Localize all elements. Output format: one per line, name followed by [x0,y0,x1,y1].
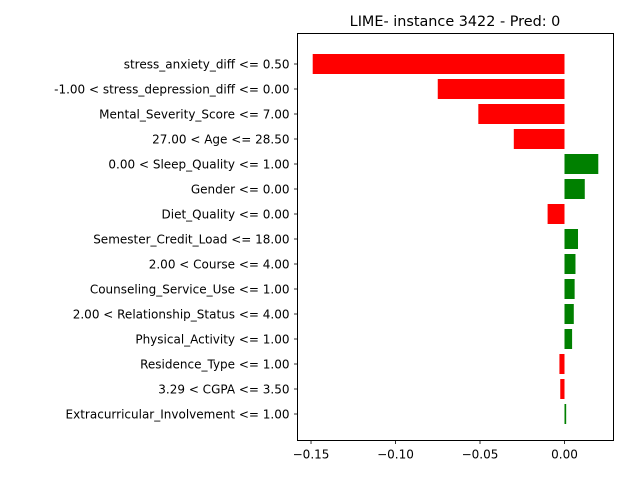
x-tick-label: −0.15 [293,448,330,462]
y-tick-label: Gender <= 0.00 [191,183,290,197]
y-tick-label: Diet_Quality <= 0.00 [162,208,290,222]
bar-4 [513,129,565,149]
y-tick-label: Semester_Credit_Load <= 18.00 [93,233,289,247]
x-tick-label: −0.10 [377,448,414,462]
bar-8 [564,229,579,249]
bar-3 [478,104,565,124]
y-tick-label: 27.00 < Age <= 28.50 [152,133,289,147]
y-tick-label: Extracurricular_Involvement <= 1.00 [66,408,290,422]
bar-15 [564,404,567,424]
bars-group [312,54,599,424]
bar-1 [312,54,565,74]
y-tick-label: Mental_Severity_Score <= 7.00 [99,108,289,122]
x-tick-label: −0.05 [462,448,499,462]
y-tick-label: Residence_Type <= 1.00 [140,358,289,372]
y-tick-label: -1.00 < stress_depression_diff <= 0.00 [54,83,289,97]
y-tick-label: 2.00 < Relationship_Status <= 4.00 [73,308,290,322]
y-axis-ticks: stress_anxiety_diff <= 0.50 -1.00 < stres… [54,58,298,422]
bar-13 [559,354,565,374]
x-tick-label: 0.00 [551,448,578,462]
y-tick-label: 2.00 < Course <= 4.00 [149,258,290,272]
bar-14 [560,379,565,399]
bar-5 [564,154,599,174]
y-tick-label: stress_anxiety_diff <= 0.50 [124,58,290,72]
y-tick-label: 3.29 < CGPA <= 3.50 [158,383,289,397]
y-tick-label: 0.00 < Sleep_Quality <= 1.00 [108,158,289,172]
bar-9 [564,254,576,274]
bar-12 [564,329,573,349]
bar-7 [547,204,565,224]
x-axis-ticks: −0.15 −0.10 −0.05 0.00 [293,440,578,462]
chart-title: LIME- instance 3422 - Pred: 0 [350,14,561,30]
bar-11 [564,304,574,324]
bar-2 [437,79,565,99]
y-tick-label: Counseling_Service_Use <= 1.00 [90,283,290,297]
bar-10 [564,279,575,299]
y-tick-label: Physical_Activity <= 1.00 [135,333,289,347]
plot-frame [297,33,614,441]
bar-6 [564,179,585,199]
